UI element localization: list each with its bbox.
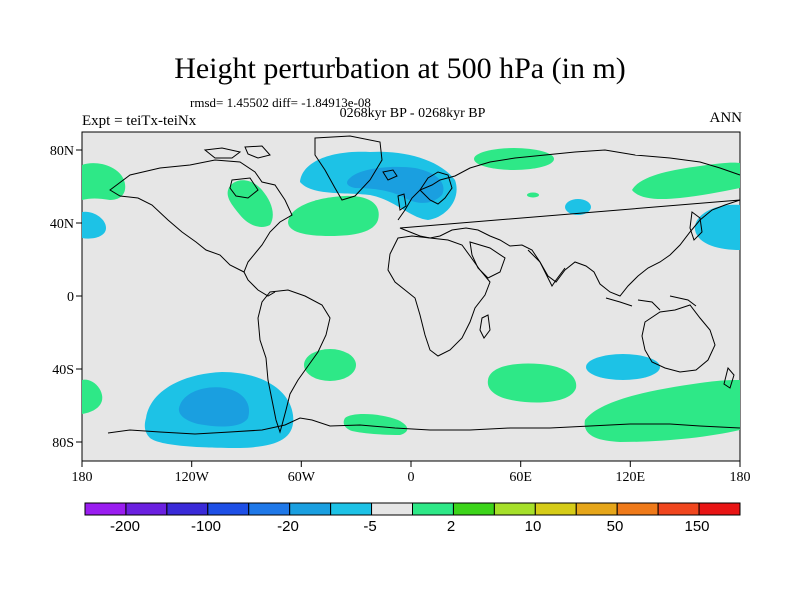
colorbar-box <box>166 502 209 516</box>
nw-pacific-low <box>694 204 740 250</box>
lat-label: 40N <box>50 217 74 232</box>
lat-label: 80N <box>50 144 74 159</box>
iceland-coast <box>382 169 398 181</box>
colorbar-labels: -200 -100 -20 -5 2 10 50 150 <box>110 518 710 535</box>
colorbar-box <box>248 502 291 516</box>
central-asia-low <box>565 199 591 215</box>
greenland-coast <box>314 135 383 201</box>
indian-ocean-low <box>586 354 660 380</box>
plot-title: Height perturbation at 500 hPa (in m) <box>174 52 626 85</box>
australia-coast <box>641 304 716 373</box>
japan-coast <box>689 211 703 241</box>
plot-subtitle: 0268kyr BP - 0268kyr BP <box>339 106 486 121</box>
colorbar-box <box>493 502 536 516</box>
canadian-archipelago <box>203 145 271 159</box>
colorbar <box>84 502 741 516</box>
positive-anomalies <box>82 148 740 442</box>
india-coast <box>527 249 566 287</box>
central-america-coast <box>243 271 276 297</box>
axis-ticks <box>76 149 741 467</box>
colorbar-label: 2 <box>447 518 455 535</box>
lon-label: 60W <box>288 470 316 485</box>
colorbar-box <box>452 502 495 516</box>
madagascar <box>479 314 491 339</box>
colorbar-label: -200 <box>110 518 140 535</box>
north-america-high <box>227 180 273 227</box>
ne-pacific-low <box>82 211 106 239</box>
scandinavia-coast <box>419 171 453 205</box>
colorbar-box <box>575 502 618 516</box>
sw-atlantic-high <box>82 379 103 414</box>
colorbar-box <box>616 502 659 516</box>
lon-label: 60E <box>509 470 532 485</box>
small-central-asia-high <box>527 192 539 198</box>
colorbar-label: 10 <box>525 518 542 535</box>
south-america-coast <box>257 289 331 434</box>
colorbar-box <box>534 502 577 516</box>
colorbar-box <box>84 502 127 516</box>
colorbar-label: -100 <box>191 518 221 535</box>
hudson-bay <box>229 177 259 199</box>
colorbar-box <box>412 502 454 516</box>
arabia-coast <box>469 241 506 279</box>
greenland-low-core <box>347 166 444 203</box>
coastlines <box>107 135 741 435</box>
lon-label: 120W <box>175 470 210 485</box>
colorbar-box <box>330 502 373 516</box>
colorbar-label: 150 <box>684 518 709 535</box>
colorbar-box <box>289 502 332 516</box>
lon-labels: 180 120W 60W 0 60E 120E 180 <box>72 470 751 485</box>
antarctic-peninsula-high <box>343 414 408 435</box>
south-indian-high <box>487 363 577 403</box>
arctic-siberia-high <box>474 148 554 170</box>
north-america-coast <box>109 159 293 273</box>
colorbar-box <box>125 502 168 516</box>
lon-label: 180 <box>72 470 93 485</box>
eurasia-coast <box>397 149 741 297</box>
lon-label: 180 <box>730 470 751 485</box>
british-isles <box>397 193 407 211</box>
lon-label: 0 <box>408 470 415 485</box>
lat-label: 40S <box>52 363 74 378</box>
colorbar-label: -20 <box>277 518 299 535</box>
colorbar-box <box>698 502 741 516</box>
lat-label: 0 <box>67 290 74 305</box>
colorbar-box <box>657 502 700 516</box>
colorbar-box <box>371 502 413 516</box>
alaska-high <box>82 163 126 200</box>
lat-label: 80S <box>52 436 74 451</box>
south-atlantic-high <box>304 349 356 381</box>
southern-pacific-low-core <box>178 387 250 427</box>
africa-coast <box>387 235 491 357</box>
experiment-label: Expt = teiTx-teiNx <box>82 113 197 129</box>
indonesia <box>605 295 697 311</box>
colorbar-label: -5 <box>363 518 376 535</box>
north-atlantic-high <box>288 195 379 236</box>
colorbar-label: 50 <box>607 518 624 535</box>
stats-line: rmsd= 1.45502 diff= -1.84913e-08 <box>190 95 371 110</box>
lon-label: 120E <box>616 470 646 485</box>
lat-labels: 80N 40N 0 40S 80S <box>50 144 74 451</box>
negative-anomalies <box>82 151 740 448</box>
new-zealand <box>723 366 735 389</box>
east-asia-high <box>632 162 740 200</box>
colorbar-box <box>207 502 250 516</box>
antarctica-coast <box>107 417 741 435</box>
season-label: ANN <box>709 110 743 126</box>
